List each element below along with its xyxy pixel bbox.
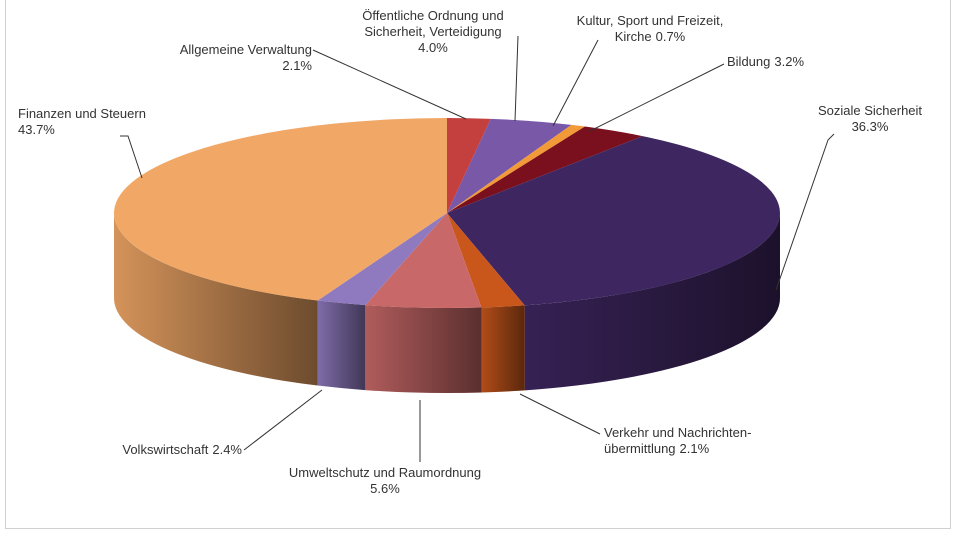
leader-line <box>514 35 519 122</box>
category-label: Allgemeine Verwaltung <box>179 42 312 57</box>
value-label: 5.6% <box>370 481 400 496</box>
slice-side-shade <box>481 305 525 393</box>
frame <box>5 0 951 529</box>
category-label: Finanzen und Steuern <box>18 106 146 121</box>
leader-line <box>312 49 467 120</box>
slice <box>447 124 585 213</box>
slice <box>447 118 572 213</box>
leader-line <box>552 39 599 127</box>
leader-line <box>120 135 143 179</box>
slice <box>114 118 448 301</box>
category-label: Verkehr und Nachrichten-übermittlung <box>604 425 752 456</box>
leader-line <box>519 393 601 435</box>
leader-line <box>243 389 323 451</box>
category-label: Bildung <box>727 54 771 69</box>
slice <box>447 126 643 213</box>
value-label: 4.0% <box>418 40 448 55</box>
slice-label: Öffentliche Ordnung und Sicherheit, Vert… <box>333 8 533 56</box>
value-label: 2.4% <box>212 442 242 457</box>
slice-label: Bildung 3.2% <box>727 54 847 70</box>
value-label: 2.1% <box>679 441 710 456</box>
slice-side-shade <box>317 300 366 391</box>
value-label: 36.3% <box>851 119 889 134</box>
category-label: Umweltschutz und Raumordnung <box>288 465 482 480</box>
slice-label: Verkehr und Nachrichten-übermittlung 2.1% <box>604 425 784 457</box>
category-label: Kultur, Sport und Freizeit, Kirche <box>576 13 724 44</box>
slice-label: Kultur, Sport und Freizeit, Kirche 0.7% <box>550 13 750 45</box>
slice-label: Soziale Sicherheit 36.3% <box>790 103 950 135</box>
slice-label: Umweltschutz und Raumordnung 5.6% <box>285 465 485 497</box>
slice <box>447 118 491 213</box>
slice-side-shade <box>365 305 482 393</box>
slice-side-shade <box>524 213 780 391</box>
slice-label: Allgemeine Verwaltung 2.1% <box>100 42 312 74</box>
slice <box>447 213 525 308</box>
slice <box>317 213 447 306</box>
category-label: Öffentliche Ordnung und Sicherheit, Vert… <box>362 8 504 39</box>
slice-label: Volkswirtschaft 2.4% <box>60 442 242 458</box>
slice <box>447 136 780 306</box>
value-label: 43.7% <box>18 122 55 137</box>
value-label: 0.7% <box>655 29 686 44</box>
slice-side-shade <box>114 213 318 386</box>
leader-line <box>589 63 725 132</box>
slice <box>365 213 482 308</box>
value-label: 2.1% <box>282 58 312 73</box>
category-label: Soziale Sicherheit <box>817 103 923 118</box>
slice-label: Finanzen und Steuern 43.7% <box>18 106 178 138</box>
category-label: Volkswirtschaft <box>122 442 209 457</box>
value-label: 3.2% <box>774 54 805 69</box>
leader-line <box>775 133 835 291</box>
